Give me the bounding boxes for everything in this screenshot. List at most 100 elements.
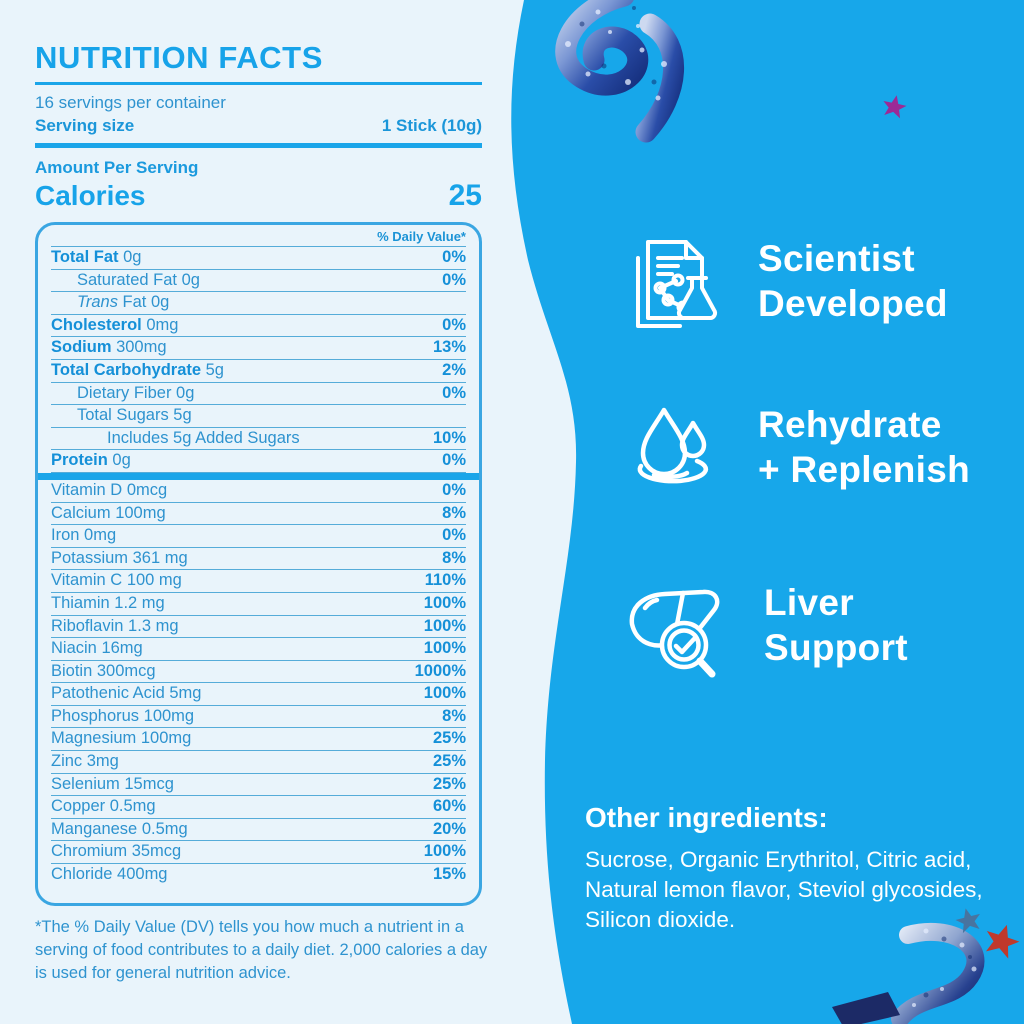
table-row: Protein 0g 0% xyxy=(51,450,466,473)
table-row: Phosphorus 100mg 8% xyxy=(51,706,466,729)
table-row: Riboflavin 1.3 mg 100% xyxy=(51,616,466,639)
table-row: Zinc 3mg 25% xyxy=(51,751,466,774)
table-row: Iron 0mg 0% xyxy=(51,525,466,548)
daily-value: 110% xyxy=(424,571,466,590)
feature-line: Liver xyxy=(764,582,854,623)
star-blue-icon xyxy=(955,908,980,934)
daily-value: 13% xyxy=(432,338,466,357)
table-row: Saturated Fat 0g 0% xyxy=(51,270,466,293)
nutrient-name: Biotin 300mcg xyxy=(51,661,156,680)
nutrient-name: Calcium 100mg xyxy=(51,503,166,522)
daily-value: 0% xyxy=(442,526,466,545)
table-row: Cholesterol 0mg 0% xyxy=(51,315,466,338)
nutrient-name: Manganese 0.5mg xyxy=(51,819,188,838)
feature-line: Support xyxy=(764,627,908,668)
nutrient-name: Niacin 16mg xyxy=(51,639,143,658)
confetti-ribbon-bottom-icon xyxy=(832,922,985,1024)
daily-value: 25% xyxy=(432,774,466,793)
nutrient-name: Phosphorus 100mg xyxy=(51,706,195,725)
nutrient-name: Sodium 300mg xyxy=(51,338,167,357)
feature-line: Rehydrate xyxy=(758,404,942,445)
daily-value: 10% xyxy=(432,428,466,447)
nutrient-name: Vitamin C 100 mg xyxy=(51,571,182,590)
table-row: Copper 0.5mg 60% xyxy=(51,796,466,819)
feature-label: Rehydrate + Replenish xyxy=(758,402,970,492)
other-ingredients-heading: Other ingredients: xyxy=(585,802,828,833)
water-drop-ripple-icon xyxy=(637,407,709,484)
daily-value: 1000% xyxy=(414,661,466,680)
section-divider-bar xyxy=(38,472,479,480)
serving-size-value: 1 Stick (10g) xyxy=(381,115,482,135)
nutrient-name: Zinc 3mg xyxy=(51,752,119,771)
feature-line: Developed xyxy=(758,283,948,324)
table-row: Selenium 15mcg 25% xyxy=(51,774,466,797)
daily-value: 0% xyxy=(442,451,466,470)
table-row: Chloride 400mg 15% xyxy=(51,864,466,886)
daily-value: 8% xyxy=(442,706,466,725)
daily-value: 100% xyxy=(423,593,466,612)
nutrient-name: Saturated Fat 0g xyxy=(77,270,200,289)
daily-value: 0% xyxy=(442,248,466,266)
table-row: Chromium 35mcg 100% xyxy=(51,841,466,865)
amount-per-serving: Amount Per Serving xyxy=(35,158,199,178)
nutrition-label-header: NUTRITION FACTS 16 servings per containe… xyxy=(35,42,482,213)
star-magenta-icon xyxy=(883,95,907,119)
nutrient-name: Potassium 361 mg xyxy=(51,548,188,567)
liver-magnifier-check-icon xyxy=(629,589,720,678)
daily-value: 100% xyxy=(423,639,466,658)
nutrient-rows: Total Fat 0g 0% Saturated Fat 0g 0% Trans Fa… xyxy=(38,247,479,886)
nutrient-name: Chloride 400mg xyxy=(51,865,168,884)
table-row: Patothenic Acid 5mg 100% xyxy=(51,683,466,706)
table-row: Manganese 0.5mg 20% xyxy=(51,819,466,842)
scientist-document-flask-icon xyxy=(636,240,717,328)
daily-value: 15% xyxy=(432,865,466,884)
calories-row: Calories 25 xyxy=(35,179,482,213)
feature-label: Scientist Developed xyxy=(758,236,948,326)
table-row: Niacin 16mg 100% xyxy=(51,638,466,661)
daily-value: 8% xyxy=(442,503,466,522)
nutrient-name: Iron 0mg xyxy=(51,526,117,545)
calories-label: Calories xyxy=(35,180,146,212)
daily-value: 0% xyxy=(442,480,466,499)
star-red-icon xyxy=(985,924,1020,959)
nutrient-name: Protein 0g xyxy=(51,451,131,470)
nutrition-facts-title: NUTRITION FACTS xyxy=(35,40,323,75)
daily-value: 20% xyxy=(432,819,466,838)
table-row: Total Sugars 5g xyxy=(51,405,466,428)
daily-value: 2% xyxy=(442,360,466,379)
daily-value: 25% xyxy=(432,752,466,771)
table-row: Thiamin 1.2 mg 100% xyxy=(51,593,466,616)
table-row: Total Carbohydrate 5g 2% xyxy=(51,360,466,383)
feature-rehydrate-replenish: Rehydrate + Replenish xyxy=(624,400,970,498)
confetti-ribbon-top-icon xyxy=(555,0,684,143)
calories-value: 25 xyxy=(448,179,482,213)
nutrient-name: Trans Fat 0g xyxy=(77,293,170,312)
table-row: Calcium 100mg 8% xyxy=(51,503,466,526)
daily-value-footnote: *The % Daily Value (DV) tells you how mu… xyxy=(35,918,488,983)
nutrient-name: Cholesterol 0mg xyxy=(51,315,179,334)
nutrient-name: Vitamin D 0mcg xyxy=(51,480,168,499)
nutrient-name: Copper 0.5mg xyxy=(51,797,156,816)
daily-value: 100% xyxy=(423,842,466,861)
daily-value: 8% xyxy=(442,548,466,567)
nutrient-name: Thiamin 1.2 mg xyxy=(51,593,165,612)
nutrition-table: % Daily Value* Total Fat 0g 0% Saturated F… xyxy=(35,222,482,906)
table-row: Total Fat 0g 0% xyxy=(51,247,466,270)
table-row: Potassium 361 mg 8% xyxy=(51,548,466,571)
feature-liver-support: Liver Support xyxy=(624,578,908,682)
nutrient-name: Chromium 35mcg xyxy=(51,842,182,861)
feature-scientist-developed: Scientist Developed xyxy=(622,234,948,334)
daily-value: 60% xyxy=(432,797,466,816)
table-row: Dietary Fiber 0g 0% xyxy=(51,383,466,406)
nutrient-name: Magnesium 100mg xyxy=(51,729,192,748)
nutrient-name: Total Fat 0g xyxy=(51,248,142,266)
nutrient-name: Patothenic Acid 5mg xyxy=(51,684,202,703)
table-row: Sodium 300mg 13% xyxy=(51,337,466,360)
serving-size-label: Serving size xyxy=(35,115,135,135)
table-row: Biotin 300mcg 1000% xyxy=(51,661,466,684)
other-ingredients: Other ingredients: Sucrose, Organic Eryt… xyxy=(585,802,1017,935)
nutrient-name: Dietary Fiber 0g xyxy=(77,383,195,402)
table-row: Magnesium 100mg 25% xyxy=(51,728,466,752)
